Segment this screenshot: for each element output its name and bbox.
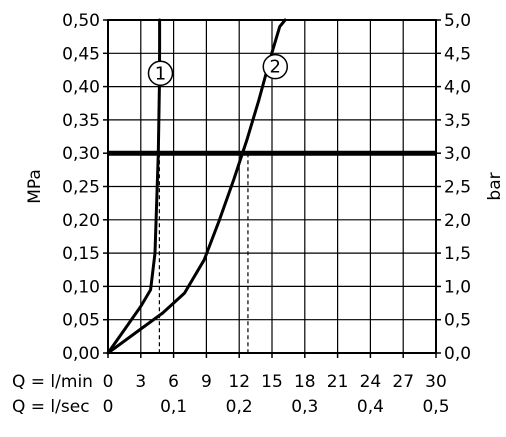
curve-label-2: 2 [270,57,281,78]
y-tick-label-right: 0,5 [444,311,471,331]
x-tick-label-lmin: 3 [135,372,146,392]
x-tick-label-lsec: 0,3 [291,397,318,417]
y-tick-label-right: 0,0 [444,344,471,364]
curve-label-circle-1 [147,60,174,87]
x-tick-label-lmin: 27 [392,372,414,392]
y-tick-label-left: 0,25 [62,178,100,198]
y-tick-label-right: 2,0 [444,211,471,231]
y-tick-label-left: 0,35 [62,111,100,131]
x-tick-label-lmin: 12 [228,372,250,392]
x-tick-label-lsec: 0,1 [160,397,187,417]
series-line-2 [106,18,287,355]
curve-label-circle-2 [262,53,289,80]
x-tick-label-lmin: 18 [294,372,316,392]
y-tick-label-right: 5,0 [444,11,471,31]
x-tick-label-lsec: 0,4 [357,397,384,417]
y-tick-label-right: 2,5 [444,178,471,198]
y-tick-label-left: 0,30 [62,144,100,164]
x-tick-label-lmin: 6 [168,372,179,392]
y-tick-label-right: 4,0 [444,78,471,98]
x-axis-label-lmin: Q = l/min [12,372,93,392]
y-tick-label-right: 1,5 [444,244,471,264]
y-tick-label-left: 0,10 [62,277,100,297]
y-tick-label-left: 0,20 [62,211,100,231]
plot-frame [103,19,441,358]
y-axis-title-left: MPa [25,169,45,204]
y-tick-label-left: 0,50 [62,11,100,31]
y-tick-label-right: 3,5 [444,111,471,131]
y-tick-label-right: 3,0 [444,144,471,164]
y-tick-label-left: 0,40 [62,78,100,98]
x-axis-label-lsec: Q = l/sec [12,397,90,417]
x-tick-label-lmin: 15 [261,372,283,392]
x-tick-label-lsec: 0,5 [422,397,449,417]
y-tick-label-left: 0,15 [62,244,100,264]
marker-layer [158,153,249,353]
x-tick-label-lmin: 21 [327,372,349,392]
y-tick-label-left: 0,45 [62,44,100,64]
x-tick-label-lmin: 9 [201,372,212,392]
x-tick-label-lmin: 30 [425,372,447,392]
x-tick-label-lmin: 24 [360,372,382,392]
y-tick-label-right: 1,0 [444,277,471,297]
x-tick-label-lmin: 0 [103,372,114,392]
y-tick-label-right: 4,5 [444,44,471,64]
labels: 0,000,050,100,150,200,250,300,350,400,45… [12,11,505,417]
y-tick-label-left: 0,05 [62,311,100,331]
y-tick-label-left: 0,00 [62,344,100,364]
x-tick-label-lsec: 0 [103,397,114,417]
x-tick-label-lsec: 0,2 [226,397,253,417]
y-axis-title-right: bar [485,172,505,200]
curve-label-1: 1 [155,63,166,84]
